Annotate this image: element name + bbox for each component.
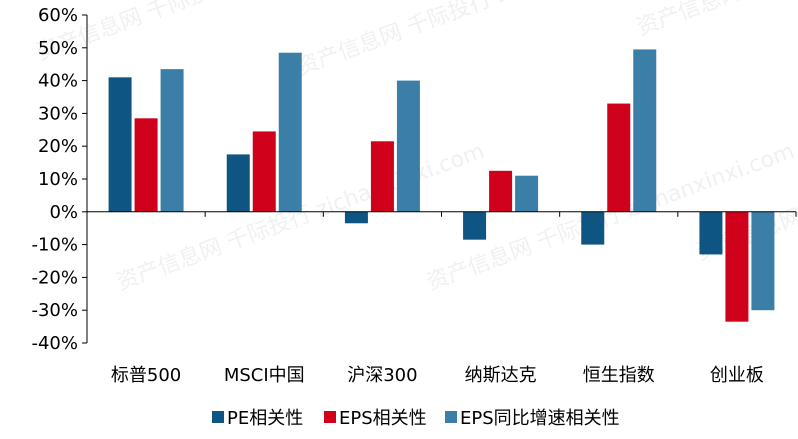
bar-1-5 [581, 211, 605, 245]
bar-3-5 [633, 49, 657, 212]
bar-3-6 [751, 211, 775, 311]
bar-2-2 [252, 131, 276, 212]
bar-3-1 [160, 69, 184, 212]
y-tick-label: -20% [31, 267, 78, 288]
y-tick-label: 40% [38, 71, 78, 92]
axes-group: 60% 50% 40% 30% 20% 10% 0% -10% -20% -30% -40% 标普50… [31, 5, 797, 386]
y-tick-label: 30% [38, 103, 78, 124]
bars-group [108, 49, 775, 322]
bar-2-1 [134, 118, 158, 212]
bar-2-4 [489, 170, 513, 212]
x-tick-label: 纳斯达克 [465, 365, 537, 386]
x-tick-label: 创业板 [710, 365, 764, 386]
bar-1-3 [344, 211, 368, 224]
bar-1-4 [463, 211, 487, 240]
y-tick-label: 0% [49, 202, 78, 223]
bar-3-4 [515, 175, 539, 212]
legend-label-3: EPS同比增速相关性 [460, 408, 620, 429]
x-tick-label: 沪深300 [347, 365, 417, 386]
legend-label-2: EPS相关性 [339, 408, 427, 429]
x-tick-label: 标普500 [111, 365, 181, 386]
y-tick-label: 50% [38, 38, 78, 59]
y-tick-label: 10% [38, 169, 78, 190]
watermark-text: 资产信息网 千际投行 zichanxinxi.com [634, 0, 798, 41]
bar-1-6 [699, 211, 723, 255]
x-tick-label: MSCI中国 [224, 365, 305, 386]
legend-swatch-1 [212, 411, 224, 423]
legend-swatch-2 [324, 411, 336, 423]
y-tick-label: 60% [38, 5, 78, 26]
y-tick-label: -40% [31, 333, 78, 354]
bar-2-5 [607, 103, 631, 212]
legend: PE相关性 EPS相关性 EPS同比增速相关性 [212, 408, 620, 429]
bar-2-6 [725, 211, 749, 322]
y-tick-label: -30% [31, 300, 78, 321]
watermark-text: 资产信息网 千际投行 zichanxinxi.com [294, 0, 668, 81]
bar-2-3 [370, 141, 394, 212]
y-tick-label: -10% [31, 235, 78, 256]
x-tick-label: 恒生指数 [583, 365, 655, 386]
legend-swatch-3 [445, 411, 457, 423]
bar-1-2 [226, 154, 250, 212]
bar-3-2 [278, 52, 302, 212]
legend-label-1: PE相关性 [227, 408, 303, 429]
y-tick-label: 20% [38, 136, 78, 157]
bar-3-3 [396, 80, 420, 212]
bar-1-1 [108, 77, 132, 212]
